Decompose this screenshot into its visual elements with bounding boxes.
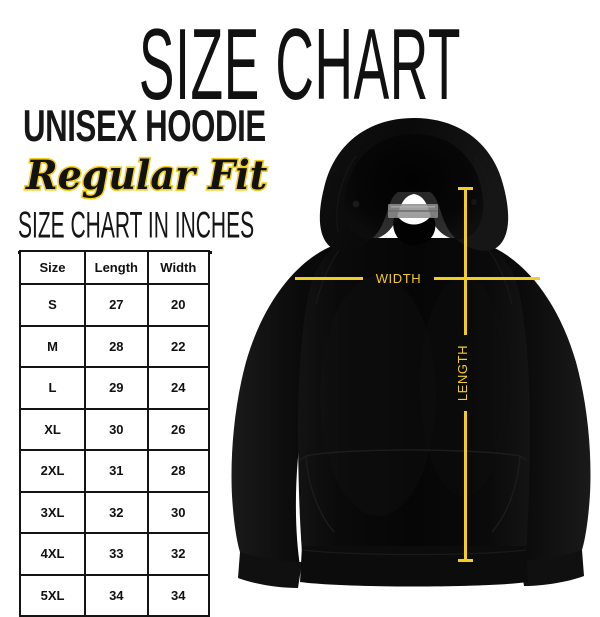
cell-size: M bbox=[18, 324, 87, 368]
cell-size: L bbox=[18, 366, 87, 410]
cell-length: 27 bbox=[84, 283, 149, 327]
table-row: L 29 24 bbox=[18, 366, 211, 410]
table-row: 4XL 33 32 bbox=[18, 532, 211, 576]
cell-width: 32 bbox=[146, 532, 211, 576]
cell-size: XL bbox=[18, 407, 87, 451]
cell-length: 32 bbox=[84, 490, 149, 534]
cell-width: 22 bbox=[146, 324, 211, 368]
product-type-heading: UNISEX HOODIE bbox=[23, 101, 266, 152]
page-title: SIZE CHART bbox=[138, 8, 462, 122]
left-info-panel: UNISEX HOODIE Regular Fit SIZE CHART IN … bbox=[0, 101, 269, 254]
hoodie-body bbox=[298, 238, 530, 552]
table-row: M 28 22 bbox=[18, 324, 211, 368]
cell-length: 30 bbox=[84, 407, 149, 451]
cell-length: 34 bbox=[84, 573, 149, 617]
table-row: 3XL 32 30 bbox=[18, 490, 211, 534]
hoodie-bottom-hem bbox=[300, 546, 528, 587]
cell-width: 24 bbox=[146, 366, 211, 410]
cell-size: 5XL bbox=[18, 573, 87, 617]
hoodie-hood bbox=[319, 118, 509, 251]
fit-heading: Regular Fit bbox=[24, 152, 268, 199]
cell-length: 33 bbox=[84, 532, 149, 576]
cell-length: 29 bbox=[84, 366, 149, 410]
cell-size: 3XL bbox=[18, 490, 87, 534]
cell-length: 31 bbox=[84, 449, 149, 493]
cell-length: 28 bbox=[84, 324, 149, 368]
cell-width: 30 bbox=[146, 490, 211, 534]
cell-width: 34 bbox=[146, 573, 211, 617]
table-row: 2XL 31 28 bbox=[18, 449, 211, 493]
table-row: 5XL 34 34 bbox=[18, 573, 211, 617]
cell-size: 4XL bbox=[18, 532, 87, 576]
cell-size: S bbox=[18, 283, 87, 327]
size-chart-table: Size Length Width S 27 20 M 28 22 L 29 2… bbox=[18, 250, 211, 617]
cell-width: 20 bbox=[146, 283, 211, 327]
column-header-length: Length bbox=[84, 250, 149, 285]
hood-eyelet-right bbox=[471, 199, 477, 205]
units-heading: SIZE CHART IN INCHES bbox=[18, 205, 255, 246]
column-header-size: Size bbox=[18, 250, 87, 285]
hood-eyelet-left bbox=[352, 200, 360, 208]
hoodie-neck bbox=[388, 204, 438, 246]
cell-size: 2XL bbox=[18, 449, 87, 493]
table-row: S 27 20 bbox=[18, 283, 211, 327]
hoodie-product-image bbox=[228, 96, 600, 600]
fit-heading-wrap: Regular Fit bbox=[24, 152, 268, 200]
table-header-row: Size Length Width bbox=[18, 250, 211, 285]
hoodie-kangaroo-pocket bbox=[299, 449, 527, 533]
table-row: XL 30 26 bbox=[18, 407, 211, 451]
cell-width: 26 bbox=[146, 407, 211, 451]
cell-width: 28 bbox=[146, 449, 211, 493]
column-header-width: Width bbox=[146, 250, 211, 285]
